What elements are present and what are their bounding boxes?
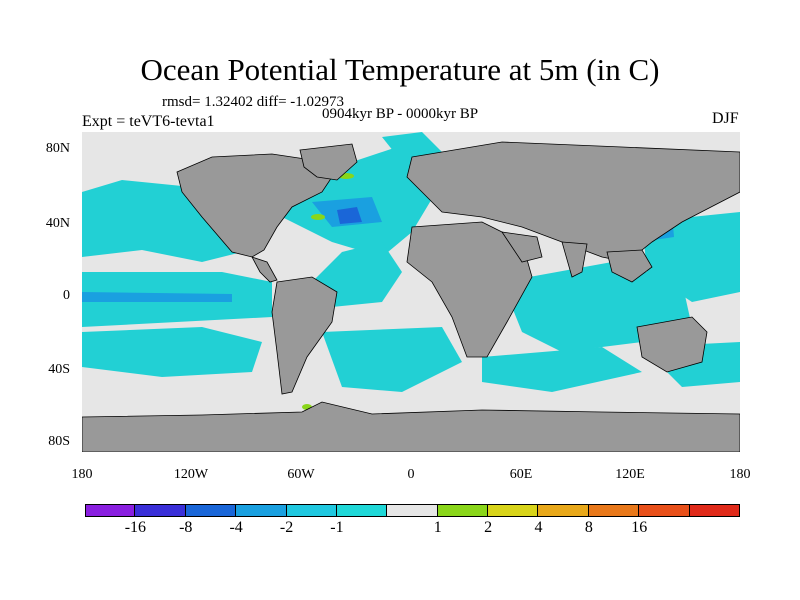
map-title: Ocean Potential Temperature at 5m (in C) (140, 52, 660, 87)
period-label: 0904kyr BP - 0000kyr BP (322, 106, 479, 122)
south-atlantic-band (322, 327, 462, 392)
colorbar (85, 504, 740, 517)
lon-label-60e: 60E (509, 467, 533, 482)
colorbar-swatch (588, 504, 640, 517)
colorbar-swatch (538, 504, 589, 517)
lon-label-120e: 120E (615, 467, 645, 482)
lon-label-120w: 120W (173, 467, 209, 482)
north-america (176, 153, 333, 258)
warm-spot-labrador (311, 214, 325, 220)
colorbar-swatch (236, 504, 287, 517)
north-atlantic-coldest (337, 207, 362, 224)
land-masses (81, 141, 741, 453)
colder-anomaly-regions (337, 207, 362, 224)
lat-label-40n: 40N (45, 216, 70, 231)
colorbar-swatch (639, 504, 690, 517)
colorbar-swatch (437, 504, 489, 517)
central-america (251, 256, 278, 283)
colorbar-swatch (336, 504, 388, 517)
colorbar-tick-label: 4 (534, 519, 543, 536)
lon-label-180e: 180 (729, 467, 751, 482)
colorbar-swatch (387, 504, 438, 517)
colorbar-swatch (689, 504, 740, 517)
colorbar-tick-label: 8 (584, 519, 593, 536)
greenland (299, 143, 358, 181)
lat-label-40s: 40S (48, 362, 70, 377)
arabia (501, 231, 543, 263)
colorbar-tick-label: -2 (279, 519, 294, 536)
colorbar-tick-label: -4 (229, 519, 243, 536)
equatorial-pacific-cold (82, 292, 232, 302)
lat-label-80n: 80N (45, 141, 70, 156)
southern-band (82, 327, 262, 377)
colorbar-tick-label: 2 (484, 519, 493, 536)
colorbar-tick-label: -16 (124, 519, 147, 536)
lon-label-60w: 60W (287, 467, 315, 482)
season-label: DJF (712, 110, 739, 127)
south-indian-band (482, 347, 642, 392)
southeast-asia (606, 249, 653, 283)
colorbar-swatch (85, 504, 136, 517)
colorbar-swatch (135, 504, 186, 517)
colorbar-tick-label: 16 (631, 519, 648, 536)
lon-label-0: 0 (407, 467, 415, 482)
colorbar-swatch (286, 504, 337, 517)
lat-label-equator: 0 (63, 288, 70, 303)
australia (636, 316, 708, 373)
ocean-temperature-map (81, 132, 741, 453)
india (561, 241, 588, 278)
lon-label-180w: 180 (71, 467, 93, 482)
experiment-label: Expt = teVT6-tevta1 (82, 113, 215, 130)
colorbar-tick-label: -8 (179, 519, 193, 536)
colorbar-swatch (488, 504, 539, 517)
colorbar-tick-label: -1 (330, 519, 344, 536)
south-america (271, 276, 338, 395)
colorbar-tick-label: 1 (433, 519, 442, 536)
colorbar-swatch (185, 504, 237, 517)
lat-label-80s: 80S (48, 434, 70, 449)
stats-label: rmsd= 1.32402 diff= -1.02973 (162, 94, 345, 110)
